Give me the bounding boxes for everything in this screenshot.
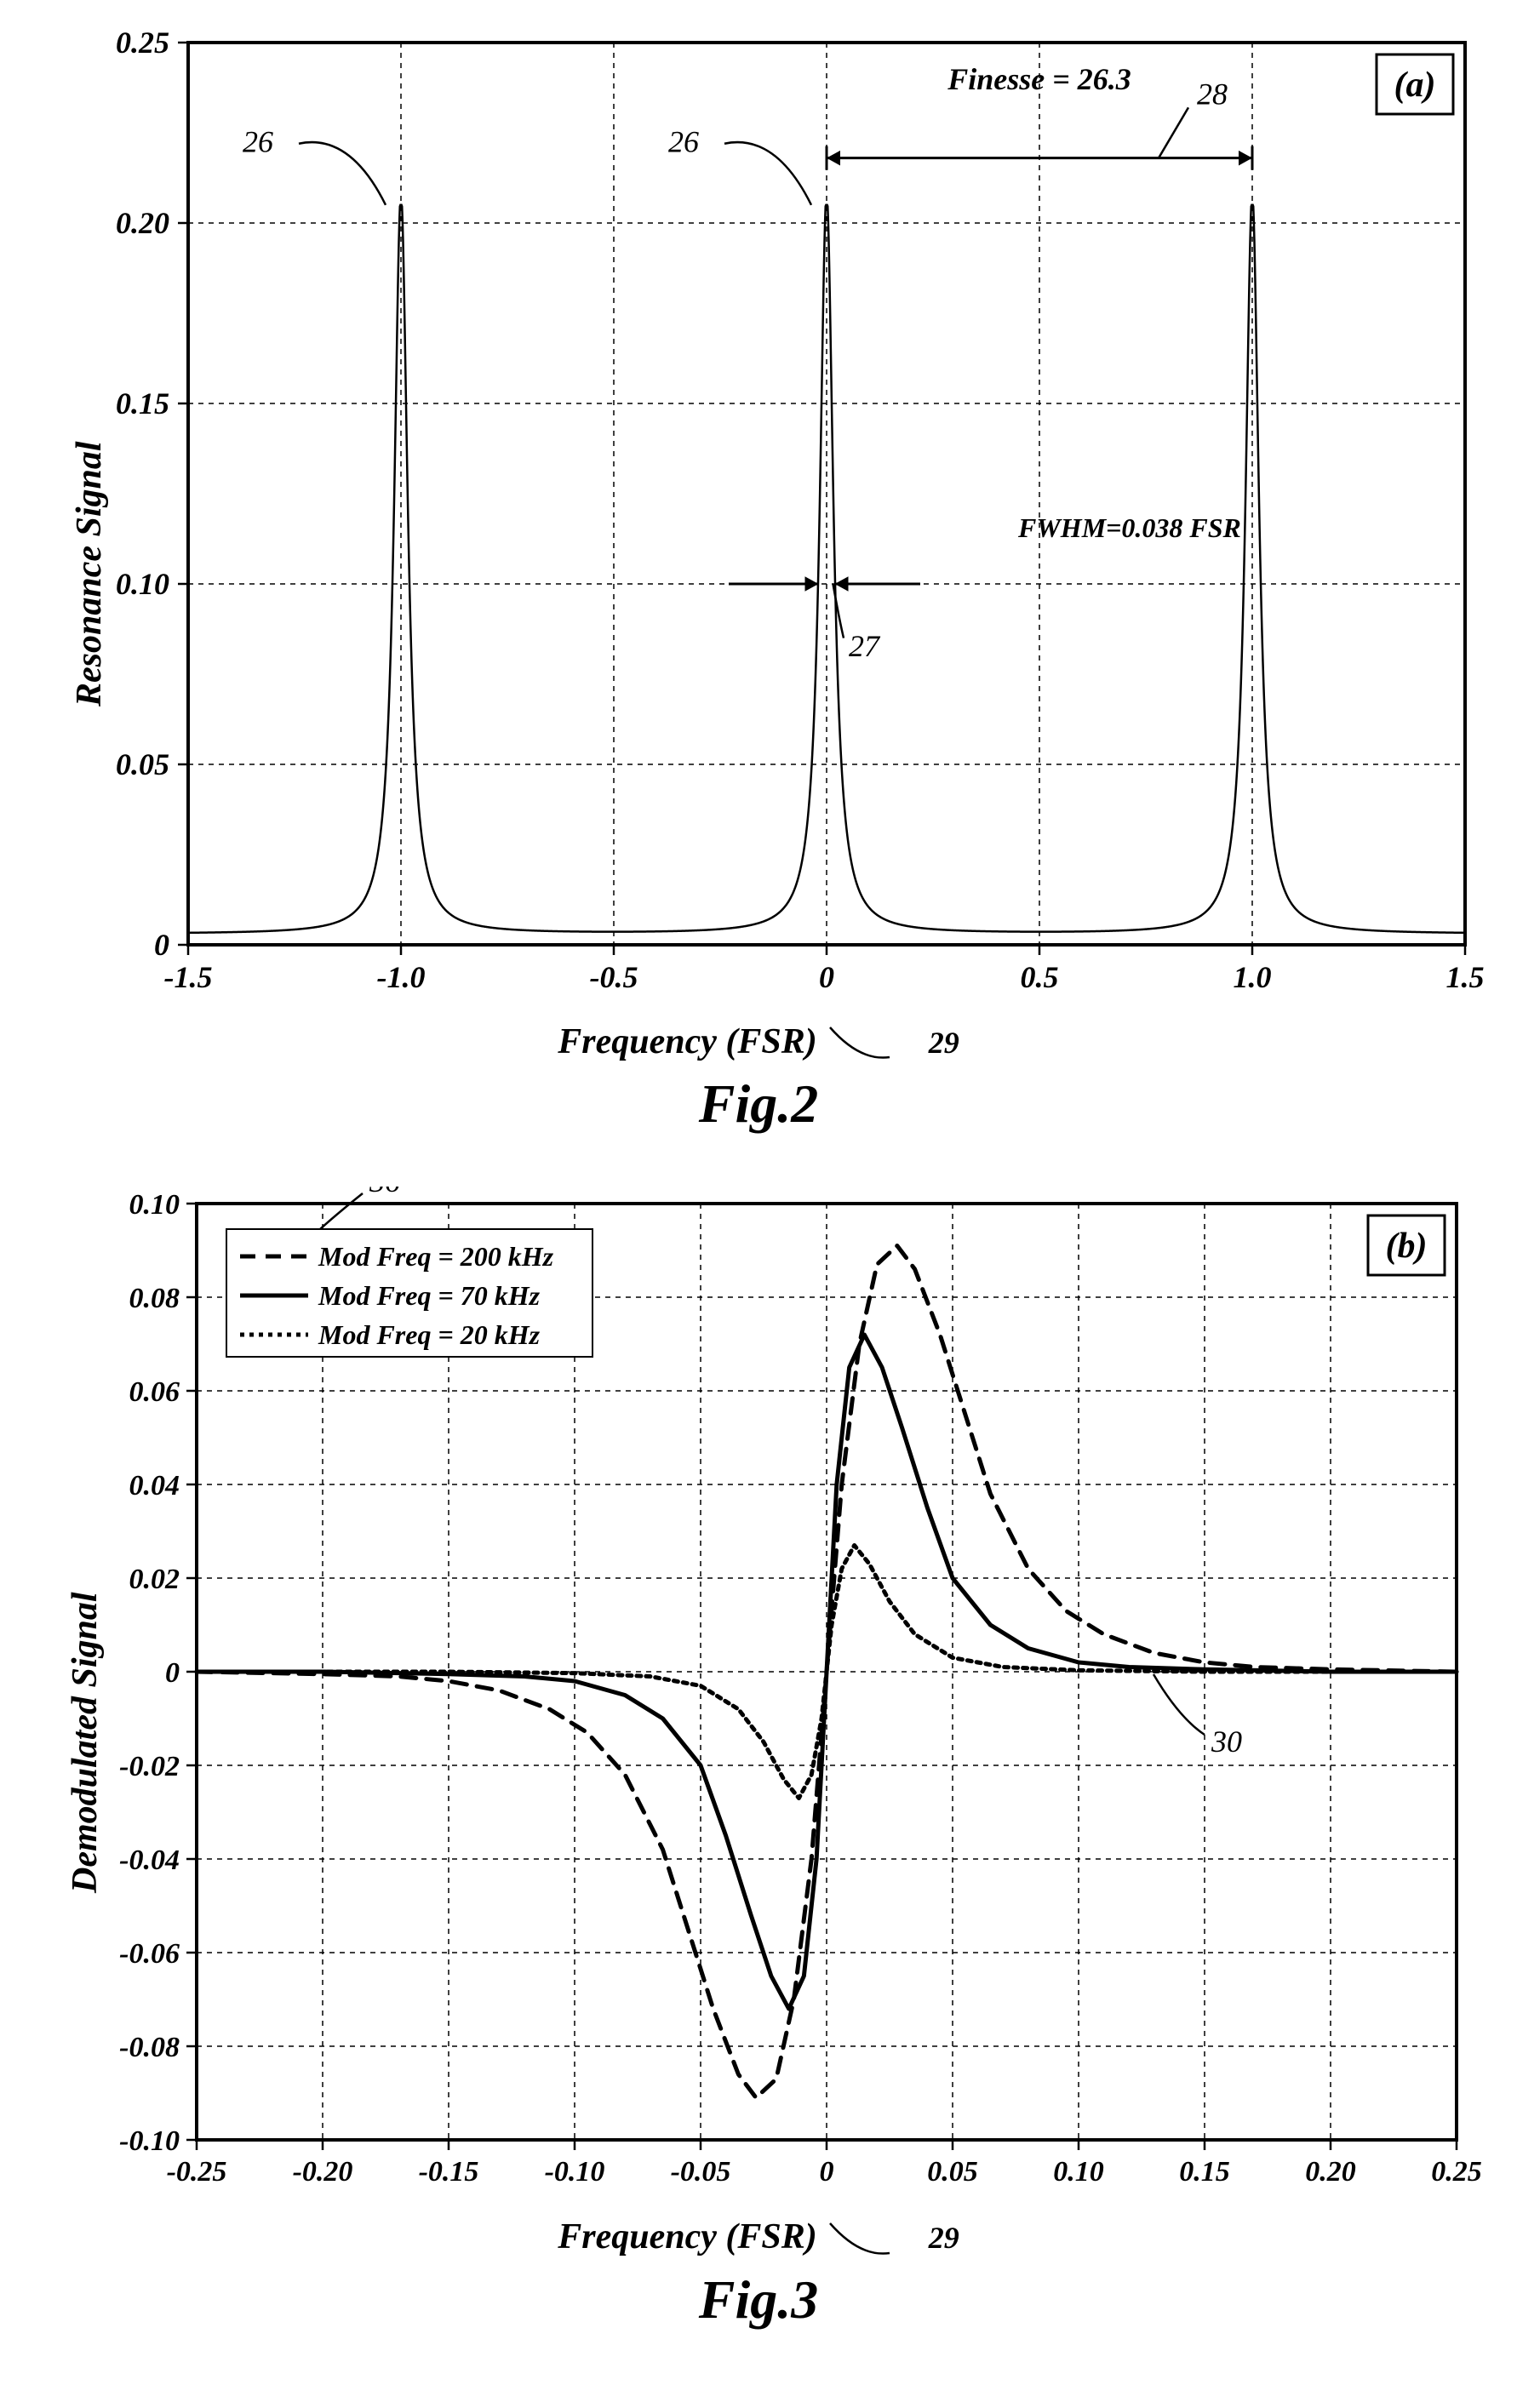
svg-text:26: 26 [243,125,273,159]
svg-text:0.10: 0.10 [1053,2156,1104,2188]
svg-text:-0.15: -0.15 [419,2156,479,2188]
svg-text:1.0: 1.0 [1234,960,1272,994]
svg-text:0.05: 0.05 [116,747,169,781]
svg-text:-1.5: -1.5 [164,960,213,994]
svg-text:26: 26 [668,125,699,159]
fig2-ylabel-text: Resonance Signal [70,441,109,706]
svg-text:-1.0: -1.0 [377,960,426,994]
svg-text:30: 30 [1211,1724,1242,1759]
svg-text:0.5: 0.5 [1021,960,1059,994]
svg-text:1.5: 1.5 [1446,960,1485,994]
svg-text:0.02: 0.02 [129,1564,180,1595]
svg-text:0: 0 [819,960,834,994]
svg-text:-0.08: -0.08 [119,2032,180,2063]
callout-29b: 29 [929,2221,959,2255]
svg-text:0.08: 0.08 [129,1283,180,1314]
svg-text:(b): (b) [1386,1227,1428,1266]
svg-text:0.25: 0.25 [116,26,169,60]
fig2-caption: Fig.2 [26,1072,1491,1135]
svg-text:0.06: 0.06 [129,1376,180,1408]
svg-text:-0.06: -0.06 [119,1938,180,1970]
fig3-xlabel: Frequency (FSR) 29 [26,2216,1491,2261]
fig2-xlabel-text: Frequency (FSR) [558,1022,817,1061]
svg-text:0.10: 0.10 [129,1189,180,1221]
fig3-xlabel-text: Frequency (FSR) [558,2217,817,2256]
svg-text:0.15: 0.15 [1179,2156,1230,2188]
callout-29a: 29 [929,1026,959,1060]
svg-text:0.20: 0.20 [1305,2156,1356,2188]
svg-text:-0.05: -0.05 [671,2156,731,2188]
svg-text:0.04: 0.04 [129,1470,180,1501]
svg-text:-0.02: -0.02 [119,1751,180,1782]
svg-text:-0.20: -0.20 [293,2156,353,2188]
svg-text:0.20: 0.20 [116,206,169,240]
svg-text:-0.10: -0.10 [119,2125,180,2157]
figure-2: Resonance Signal -1.5 -1.0 -0.5 0 0.5 1.0 1.5 0… [26,26,1491,1135]
svg-text:-0.04: -0.04 [119,1845,180,1876]
svg-text:0.15: 0.15 [116,386,169,420]
fig2-xlabel: Frequency (FSR) 29 [26,1021,1491,1066]
svg-text:0.25: 0.25 [1431,2156,1482,2188]
svg-text:-0.5: -0.5 [590,960,638,994]
fig2-ylabel: Resonance Signal [69,441,110,706]
svg-text:Mod Freq = 20 kHz: Mod Freq = 20 kHz [318,1319,541,1350]
svg-text:0: 0 [154,928,169,962]
svg-text:FWHM=0.038 FSR: FWHM=0.038 FSR [1017,512,1241,543]
svg-text:0.05: 0.05 [927,2156,978,2188]
svg-text:28: 28 [1197,77,1228,111]
svg-text:0: 0 [820,2156,834,2188]
svg-text:27: 27 [849,629,881,663]
fig3-caption: Fig.3 [26,2268,1491,2331]
svg-text:36: 36 [369,1187,400,1198]
fig3-ylabel-text: Demodulated Signal [66,1593,105,1894]
svg-text:0: 0 [165,1657,180,1689]
svg-text:(a): (a) [1394,66,1436,105]
svg-text:-0.25: -0.25 [167,2156,227,2188]
svg-text:Mod Freq = 70 kHz: Mod Freq = 70 kHz [318,1280,541,1311]
fig2-plot: -1.5 -1.0 -0.5 0 0.5 1.0 1.5 0 0.05 0.10 0.15 0.20 0… [26,26,1491,1021]
fig3-plot: -0.25 -0.20 -0.15 -0.10 -0.05 0 0.05 0.10 0.15 0.… [26,1187,1491,2216]
figure-3: Demodulated Signal -0.25-0.20-0.15-0.10-… [26,1187,1491,2331]
svg-text:Mod Freq = 200 kHz: Mod Freq = 200 kHz [318,1241,554,1272]
svg-text:Finesse = 26.3: Finesse = 26.3 [947,62,1131,96]
svg-text:0.10: 0.10 [116,567,169,601]
fig3-ylabel: Demodulated Signal [65,1593,106,1894]
callout-line-29a [826,1023,919,1066]
svg-text:-0.10: -0.10 [545,2156,605,2188]
callout-line-29b [826,2219,919,2262]
